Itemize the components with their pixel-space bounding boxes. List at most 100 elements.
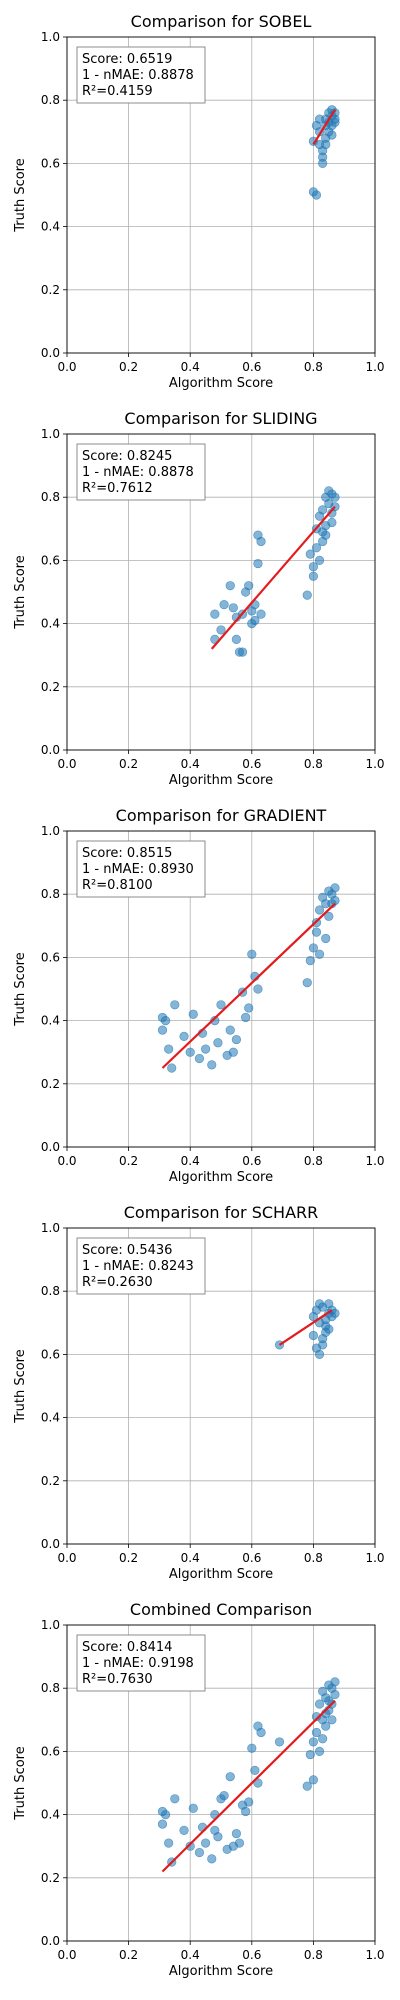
y-tick-label: 0.0 [41, 1934, 60, 1948]
scatter-point [170, 1000, 180, 1010]
x-tick-label: 0.6 [242, 1154, 261, 1168]
y-tick-label: 0.0 [41, 743, 60, 757]
y-tick-label: 0.6 [41, 156, 60, 170]
stats-line: 1 - nMAE: 0.8243 [82, 1259, 194, 1274]
regression-line [161, 1700, 336, 1873]
scatter-point [228, 603, 238, 613]
x-tick-label: 0.8 [304, 1551, 323, 1565]
stats-box [76, 1237, 206, 1295]
y-tick-label: 0.0 [41, 1537, 60, 1551]
scatter-point [231, 1828, 241, 1839]
scatter-point [311, 1727, 322, 1738]
scatter-point [327, 517, 337, 528]
scatter-point [228, 1047, 238, 1057]
scatter-point [318, 505, 328, 515]
scatter-point [216, 1000, 226, 1010]
plot-frame [66, 830, 376, 1148]
scatter-point [302, 978, 312, 988]
scatter-point [244, 581, 254, 591]
scatter-point [247, 1743, 257, 1753]
y-tick-label: 0.4 [41, 1808, 60, 1822]
x-tick-label: 0.6 [242, 360, 261, 374]
y-tick-label: 0.8 [41, 1681, 60, 1695]
x-tick-label: 1.0 [365, 757, 384, 771]
stats-line: R²=0.4159 [82, 84, 153, 99]
y-axis-label: Truth Score [13, 158, 28, 233]
scatter-point [321, 933, 331, 944]
regression-line [278, 1309, 333, 1346]
scatter-point [314, 555, 325, 566]
scatter-point [160, 1809, 171, 1820]
x-tick-label: 0.0 [57, 1551, 76, 1565]
scatter-point [225, 1025, 235, 1035]
scatter-point [194, 1847, 205, 1858]
scatter-point [314, 905, 325, 915]
scatter-point [308, 943, 319, 953]
scatter-point [234, 1838, 245, 1848]
y-tick-label: 0.8 [41, 93, 60, 107]
x-tick-label: 0.4 [181, 1551, 200, 1565]
x-tick-label: 1.0 [365, 1154, 384, 1168]
stats-box [76, 1634, 206, 1692]
chart-title: Combined Comparison [130, 1600, 312, 1619]
scatter-point [157, 1819, 168, 1829]
scatter-point [324, 1696, 334, 1706]
stats-line: 1 - nMAE: 0.9198 [82, 1656, 194, 1671]
x-tick-label: 1.0 [365, 1948, 384, 1962]
scatter-point [250, 1765, 260, 1775]
y-tick-label: 0.8 [41, 490, 60, 504]
scatter-point [201, 1838, 211, 1848]
stats-box [76, 46, 206, 104]
x-tick-label: 0.8 [304, 1948, 323, 1962]
x-tick-label: 0.4 [181, 1948, 200, 1962]
y-axis-label: Truth Score [13, 952, 28, 1027]
scatter-point [170, 1794, 180, 1804]
x-tick-label: 0.2 [119, 1154, 138, 1168]
scatter-point [256, 1727, 266, 1738]
scatter-point [188, 1803, 198, 1813]
regression-line [210, 505, 336, 650]
chart-title: Comparison for SLIDING [124, 409, 317, 428]
scatter-point [207, 1060, 217, 1070]
stats-box [76, 840, 206, 898]
scatter-point [164, 1838, 174, 1848]
scatter-point [314, 949, 325, 959]
scatter-point [318, 158, 328, 168]
y-tick-label: 1.0 [41, 427, 60, 441]
stats-line: R²=0.7630 [82, 1672, 153, 1687]
plot-frame [66, 1624, 376, 1942]
y-tick-label: 0.0 [41, 346, 60, 360]
scatter-point [253, 1778, 263, 1788]
y-tick-label: 0.8 [41, 887, 60, 901]
x-tick-label: 0.2 [119, 757, 138, 771]
plot-frame [66, 1227, 376, 1545]
y-tick-label: 0.6 [41, 950, 60, 964]
chart-panel-4: Comparison for SCHARR 0.0 0.2 0.4 0.6 0.8 1.0 0… [13, 1203, 385, 1582]
scatter-point [210, 609, 220, 619]
x-tick-label: 0.2 [119, 1948, 138, 1962]
scatter-point [311, 927, 322, 937]
scatter-point [305, 549, 315, 559]
scatter-point [305, 1749, 315, 1760]
stats-line: 1 - nMAE: 0.8930 [82, 862, 194, 877]
scatter-point [274, 1737, 285, 1747]
scatter-point [225, 581, 235, 591]
scatter-point [167, 1063, 177, 1073]
scatter-point [330, 117, 340, 127]
scatter-point [253, 984, 263, 994]
scatter-point [213, 1832, 223, 1842]
scatter-point [308, 1775, 319, 1785]
scatter-point [247, 949, 257, 959]
x-tick-label: 0.2 [119, 1551, 138, 1565]
regression-line [161, 902, 336, 1069]
y-tick-label: 0.6 [41, 1744, 60, 1758]
scatter-point [305, 955, 315, 966]
chart-panel-2: Comparison for SLIDING 0.0 0.2 0.4 0.6 0.8 1.0… [13, 409, 385, 788]
scatter-point [302, 1781, 312, 1791]
x-tick-label: 0.6 [242, 757, 261, 771]
scatter-point [311, 190, 322, 200]
scatter-point [318, 1734, 328, 1744]
x-tick-label: 0.6 [242, 1948, 261, 1962]
scatter-point [330, 1308, 340, 1318]
